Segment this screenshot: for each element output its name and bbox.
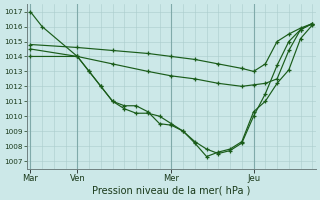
X-axis label: Pression niveau de la mer( hPa ): Pression niveau de la mer( hPa ) xyxy=(92,186,251,196)
